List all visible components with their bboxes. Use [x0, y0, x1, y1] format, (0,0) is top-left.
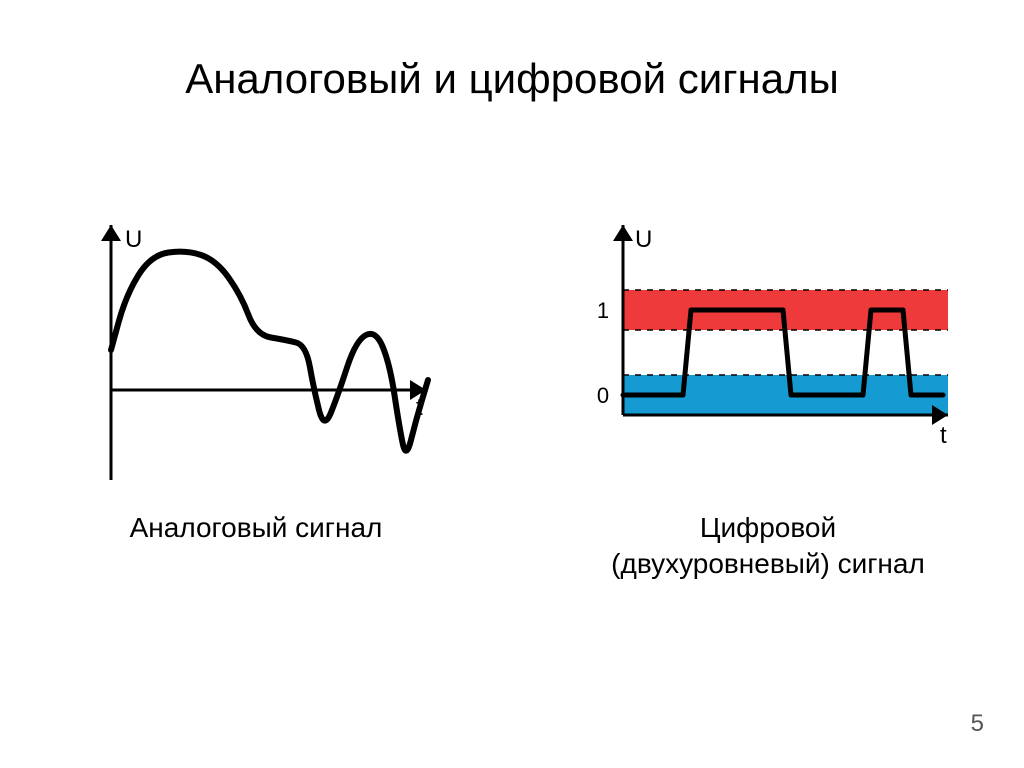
caption-analog: Аналоговый сигнал [130, 510, 383, 546]
svg-text:U: U [635, 226, 652, 253]
panel-digital: Ut 1 0 Цифровой(двухуровневый) сигнал [558, 200, 978, 583]
svg-text:t: t [940, 422, 947, 449]
page-number: 5 [971, 710, 984, 738]
page-title: Аналоговый и цифровой сигналы [0, 55, 1024, 103]
slide: Аналоговый и цифровой сигналы Ut Аналого… [0, 0, 1024, 768]
charts-row: Ut Аналоговый сигнал Ut 1 0 Цифровой(двуху… [0, 200, 1024, 583]
panel-analog: Ut Аналоговый сигнал [46, 200, 466, 583]
svg-text:1: 1 [597, 298, 609, 323]
svg-text:0: 0 [597, 383, 609, 408]
svg-text:U: U [125, 226, 142, 253]
analog-signal-chart: Ut [56, 200, 456, 500]
digital-signal-chart: Ut 1 0 [568, 200, 968, 500]
caption-digital: Цифровой(двухуровневый) сигнал [611, 510, 925, 583]
